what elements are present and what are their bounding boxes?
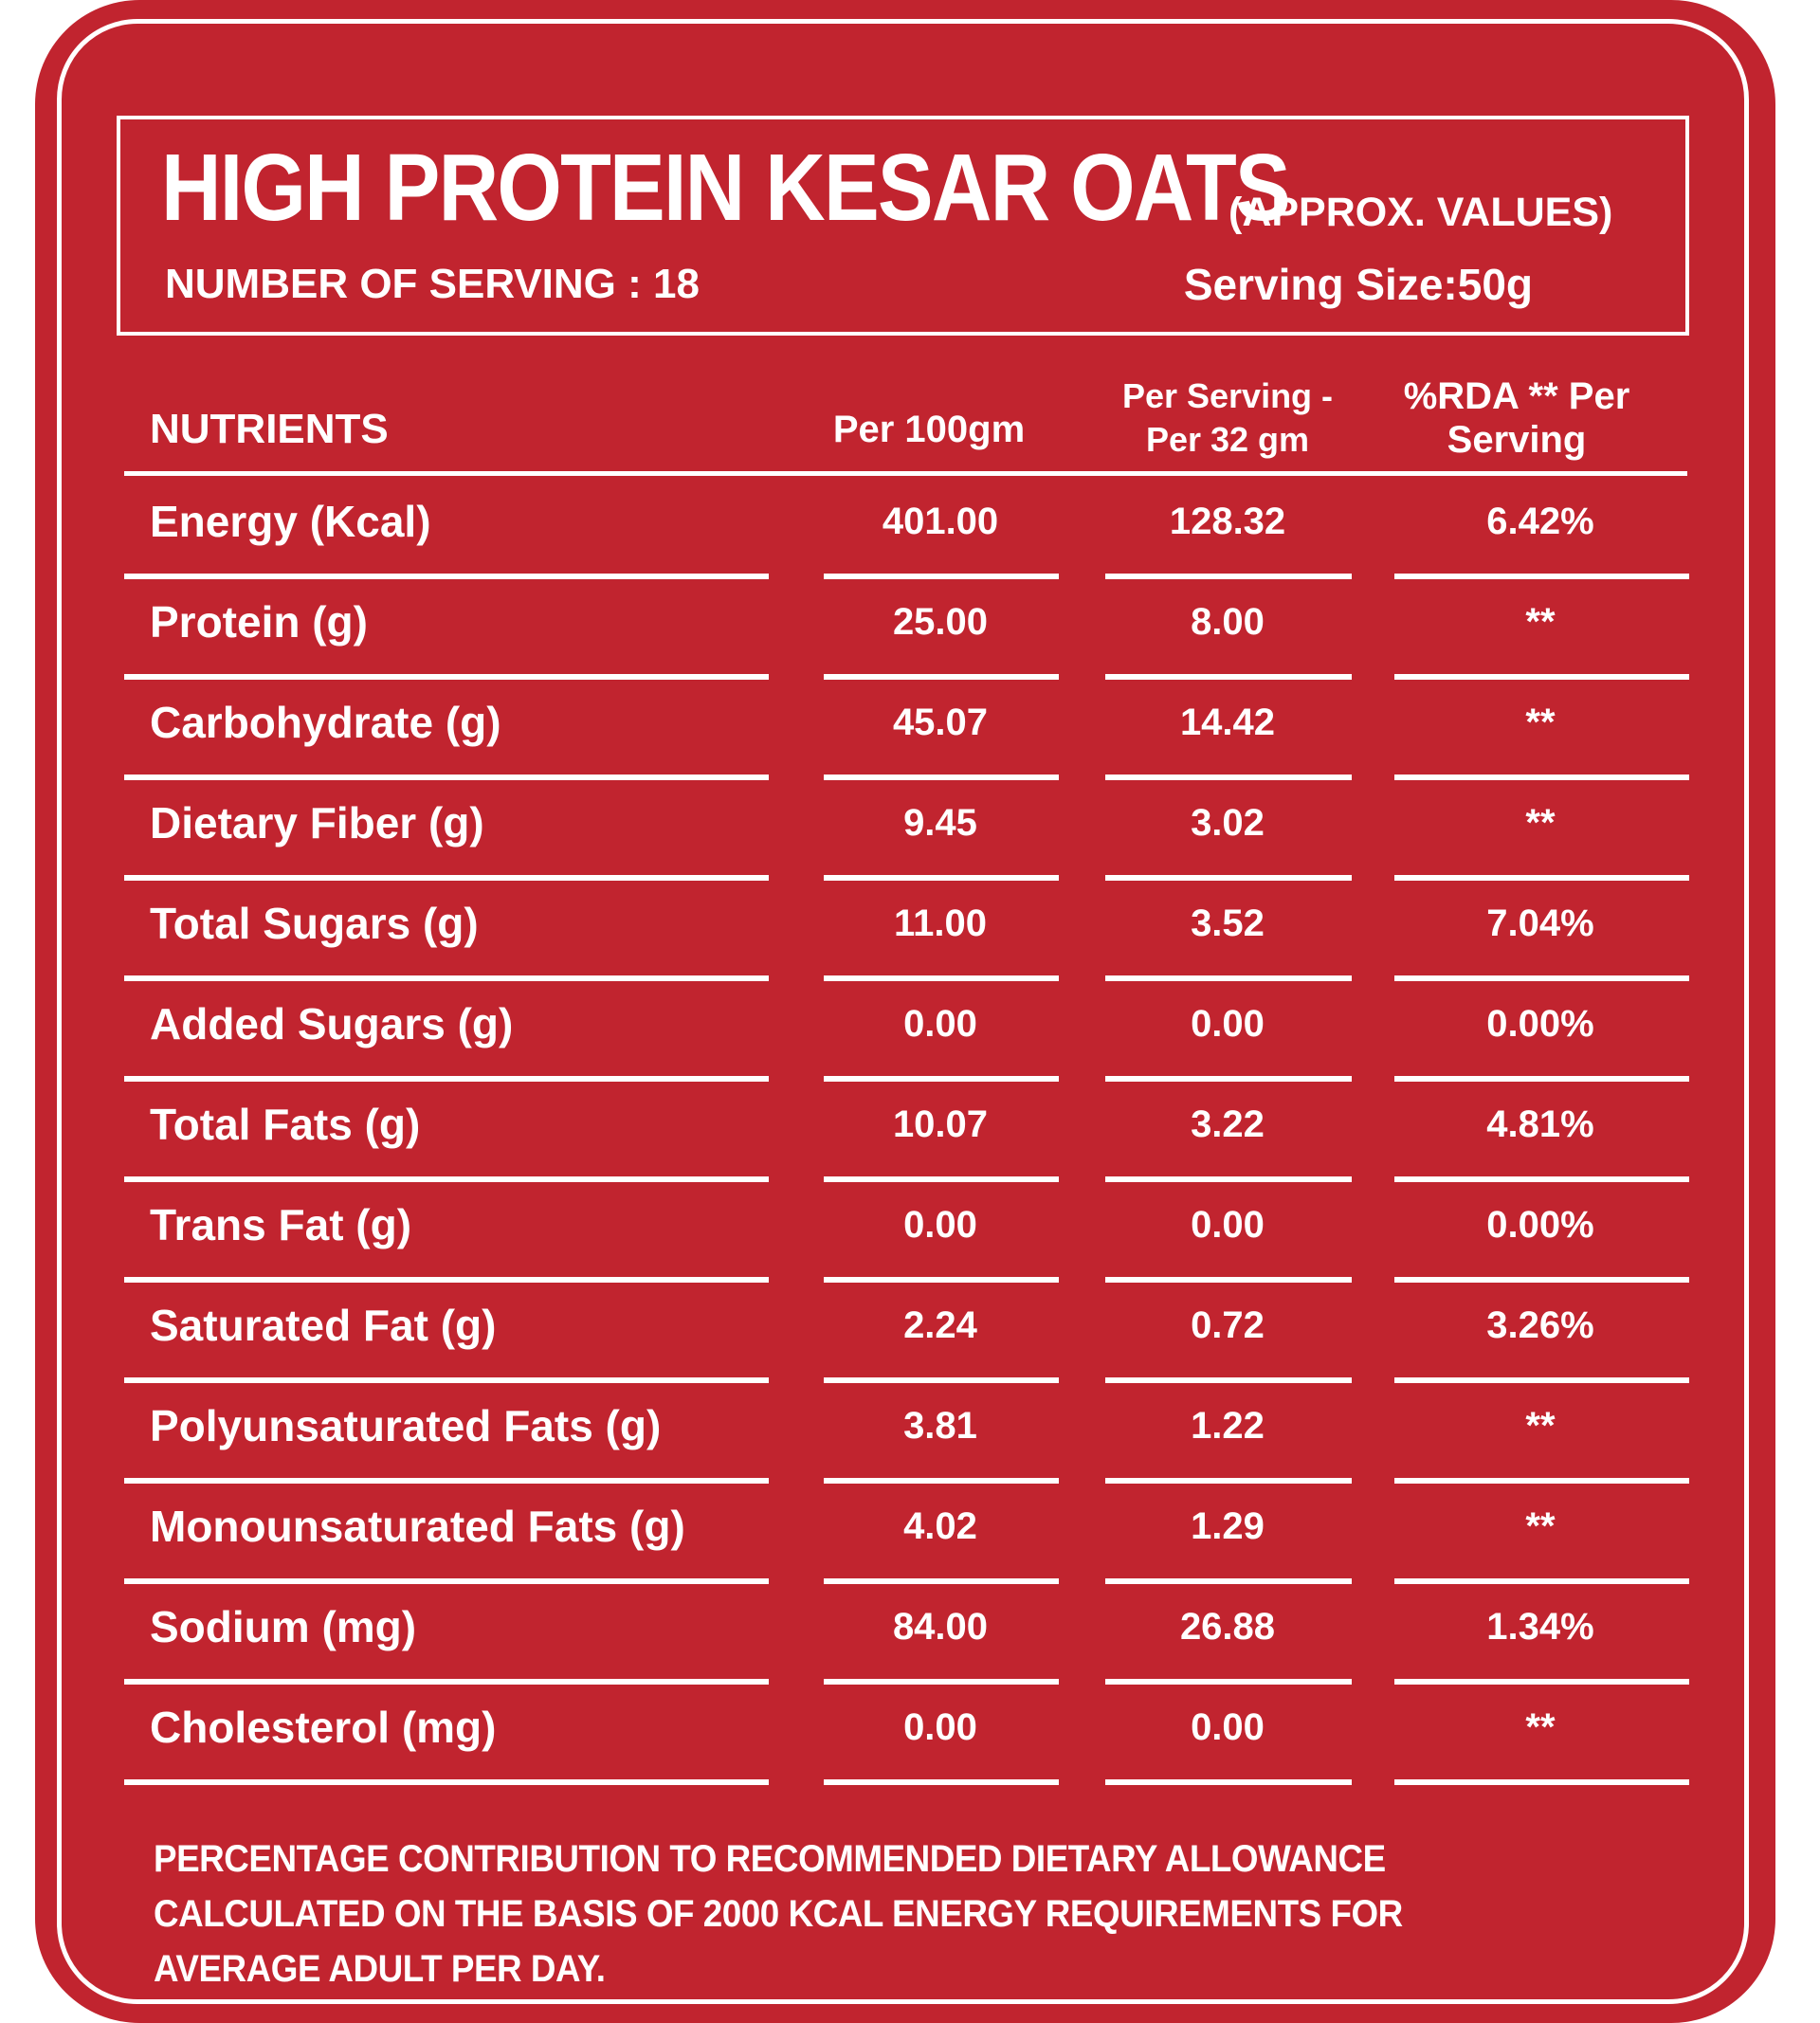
- value-per-100gm: 4.02: [824, 1484, 1057, 1569]
- nutrient-name: Total Sugars (g): [150, 881, 479, 966]
- nutrient-name: Dietary Fiber (g): [150, 780, 484, 866]
- table-row: Carbohydrate (g) 45.07 14.42 **: [0, 680, 1820, 780]
- nutrient-name: Added Sugars (g): [150, 981, 513, 1066]
- value-rda: 7.04%: [1394, 881, 1686, 966]
- table-row: Energy (Kcal) 401.00 128.32 6.42%: [0, 479, 1820, 579]
- value-per-serving: 128.32: [1105, 479, 1350, 564]
- value-per-100gm: 45.07: [824, 680, 1057, 765]
- nutrient-name: Energy (Kcal): [150, 479, 431, 564]
- row-divider: [1394, 1779, 1689, 1785]
- nutrient-name: Trans Fat (g): [150, 1182, 411, 1267]
- value-per-serving: 0.00: [1105, 981, 1350, 1066]
- value-per-100gm: 0.00: [824, 1685, 1057, 1770]
- nutrient-name: Monounsaturated Fats (g): [150, 1484, 685, 1569]
- row-divider: [124, 1779, 769, 1785]
- footnote: PERCENTAGE CONTRIBUTION TO RECOMMENDED D…: [154, 1832, 1566, 1996]
- value-rda: 3.26%: [1394, 1283, 1686, 1368]
- value-per-serving: 1.22: [1105, 1383, 1350, 1468]
- value-per-100gm: 11.00: [824, 881, 1057, 966]
- table-row: Saturated Fat (g) 2.24 0.72 3.26%: [0, 1283, 1820, 1383]
- nutrient-name: Cholesterol (mg): [150, 1685, 496, 1770]
- row-divider: [824, 1779, 1059, 1785]
- value-per-100gm: 3.81: [824, 1383, 1057, 1468]
- row-divider: [1105, 1779, 1352, 1785]
- value-per-100gm: 0.00: [824, 981, 1057, 1066]
- value-rda: **: [1394, 1484, 1686, 1569]
- table-row: Total Fats (g) 10.07 3.22 4.81%: [0, 1082, 1820, 1182]
- value-per-serving: 3.02: [1105, 780, 1350, 866]
- table-row: Sodium (mg) 84.00 26.88 1.34%: [0, 1584, 1820, 1685]
- value-rda: **: [1394, 579, 1686, 665]
- value-rda: 0.00%: [1394, 1182, 1686, 1267]
- value-per-serving: 8.00: [1105, 579, 1350, 665]
- value-per-100gm: 9.45: [824, 780, 1057, 866]
- value-per-serving: 0.72: [1105, 1283, 1350, 1368]
- table-row: Added Sugars (g) 0.00 0.00 0.00%: [0, 981, 1820, 1082]
- value-per-serving: 0.00: [1105, 1182, 1350, 1267]
- nutrient-name: Saturated Fat (g): [150, 1283, 496, 1368]
- table-row: Polyunsaturated Fats (g) 3.81 1.22 **: [0, 1383, 1820, 1484]
- value-per-100gm: 2.24: [824, 1283, 1057, 1368]
- nutrition-table: Energy (Kcal) 401.00 128.32 6.42% Protein (g…: [0, 0, 1820, 2023]
- value-rda: **: [1394, 780, 1686, 866]
- value-rda: 0.00%: [1394, 981, 1686, 1066]
- table-row: Monounsaturated Fats (g) 4.02 1.29 **: [0, 1484, 1820, 1584]
- value-per-100gm: 84.00: [824, 1584, 1057, 1669]
- value-per-serving: 0.00: [1105, 1685, 1350, 1770]
- nutrient-name: Total Fats (g): [150, 1082, 420, 1167]
- table-row: Total Sugars (g) 11.00 3.52 7.04%: [0, 881, 1820, 981]
- value-per-100gm: 0.00: [824, 1182, 1057, 1267]
- value-per-100gm: 401.00: [824, 479, 1057, 564]
- table-row: Protein (g) 25.00 8.00 **: [0, 579, 1820, 680]
- value-rda: **: [1394, 1383, 1686, 1468]
- nutrient-name: Polyunsaturated Fats (g): [150, 1383, 661, 1468]
- nutrient-name: Carbohydrate (g): [150, 680, 501, 765]
- value-per-serving: 3.52: [1105, 881, 1350, 966]
- table-row: Trans Fat (g) 0.00 0.00 0.00%: [0, 1182, 1820, 1283]
- value-rda: **: [1394, 1685, 1686, 1770]
- value-rda: 1.34%: [1394, 1584, 1686, 1669]
- table-row: Cholesterol (mg) 0.00 0.00 **: [0, 1685, 1820, 1785]
- value-per-100gm: 10.07: [824, 1082, 1057, 1167]
- value-rda: 6.42%: [1394, 479, 1686, 564]
- nutrient-name: Protein (g): [150, 579, 368, 665]
- nutrient-name: Sodium (mg): [150, 1584, 416, 1669]
- value-rda: 4.81%: [1394, 1082, 1686, 1167]
- value-rda: **: [1394, 680, 1686, 765]
- value-per-serving: 26.88: [1105, 1584, 1350, 1669]
- value-per-serving: 1.29: [1105, 1484, 1350, 1569]
- table-row: Dietary Fiber (g) 9.45 3.02 **: [0, 780, 1820, 881]
- value-per-serving: 14.42: [1105, 680, 1350, 765]
- value-per-100gm: 25.00: [824, 579, 1057, 665]
- value-per-serving: 3.22: [1105, 1082, 1350, 1167]
